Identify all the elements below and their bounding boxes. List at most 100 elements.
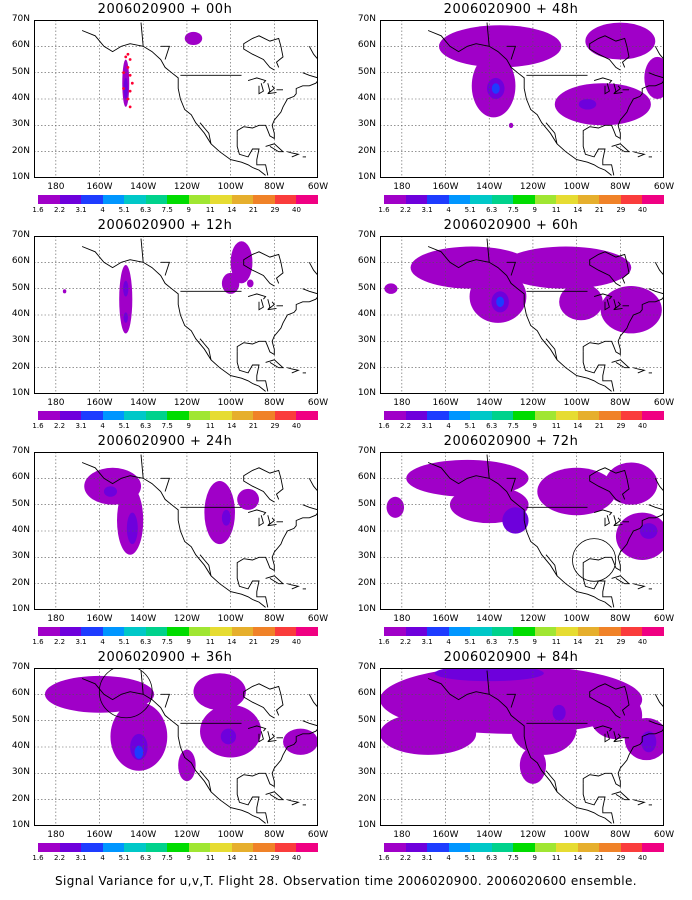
coastline (589, 251, 630, 287)
colorbar-label: 11 (205, 422, 215, 430)
coastline (613, 91, 623, 95)
colorbar-label: 1.6 (378, 422, 390, 430)
colorbar-swatch (427, 411, 449, 420)
colorbar-label: 40 (637, 422, 647, 430)
y-tick-label: 10N (11, 604, 30, 614)
x-tick-label: 60W (307, 614, 329, 624)
colorbar-swatch (210, 195, 232, 204)
colorbar-label: 29 (270, 854, 280, 862)
colorbar-swatch (102, 195, 125, 204)
y-tick-label: 40N (357, 93, 376, 103)
x-tick-label: 180 (47, 614, 65, 624)
colorbar-labels: 1.6 2.2 3.1 4 5.1 6.3 7.5 9 11 14 21 29 40 (378, 422, 664, 432)
x-tick-label: 160W (86, 830, 113, 840)
y-tick-label: 60N (357, 688, 376, 699)
coastline (236, 135, 269, 176)
x-tick-label: 80W (610, 182, 631, 192)
x-tick-label: 60W (307, 182, 329, 192)
colorbar-label: 14 (573, 854, 583, 862)
colorbar-label: 7.5 (507, 206, 519, 214)
colorbar-swatch (188, 627, 211, 636)
variance-contour (500, 246, 632, 289)
colorbar-label: 6.3 (140, 638, 152, 646)
colorbar-swatch (274, 195, 297, 204)
panel-title: 2006020900 + 12h (97, 218, 233, 233)
colorbar-swatch (620, 195, 643, 204)
coastline (287, 583, 300, 590)
map-panel: 2006020900 + 60h 70N 60N 50N 40N 30N 20N 10N 180… (346, 218, 676, 433)
coastline (486, 238, 490, 263)
variance-contour (123, 312, 128, 323)
variance-contour (496, 296, 505, 308)
colorbar-label: 11 (551, 638, 561, 646)
map-frame (380, 452, 664, 610)
coastline (258, 515, 264, 527)
variance-contour (644, 56, 664, 99)
map-svg (380, 452, 664, 610)
colorbar-swatch (491, 843, 514, 852)
y-tick-label: 70N (11, 446, 30, 456)
x-tick-label: 180 (393, 830, 411, 840)
colorbar-swatch (405, 843, 428, 852)
x-tick-label: 100W (217, 182, 244, 192)
colorbar-swatch (427, 843, 449, 852)
y-tick-label: 70N (357, 446, 376, 456)
colorbar-swatch (599, 411, 621, 420)
colorbar-label: 6.3 (140, 206, 152, 214)
colorbar-swatch (274, 627, 297, 636)
coastline (236, 783, 269, 824)
colorbar-swatch (470, 411, 492, 420)
colorbar-swatch (556, 843, 578, 852)
colorbar-label: 5.1 (464, 638, 476, 646)
colorbar-label: 9 (186, 422, 191, 430)
coastline (287, 367, 300, 374)
y-tick-label: 60N (11, 40, 30, 51)
colorbar-label: 6.3 (140, 854, 152, 862)
y-tick-label: 30N (11, 767, 30, 778)
x-tick-label: 140W (476, 182, 503, 192)
map-panel: 2006020900 + 72h 70N 60N 50N 40N 30N 20N 10N 180… (346, 434, 676, 649)
observation-dot (124, 55, 128, 59)
coastline (265, 791, 285, 801)
variance-contour (380, 712, 477, 755)
coastline (611, 359, 631, 369)
coastline (604, 515, 610, 527)
x-tick-label: 100W (563, 830, 590, 840)
coastline (258, 83, 264, 95)
colorbar-swatch (491, 627, 514, 636)
x-tick-label: 100W (217, 398, 244, 408)
colorbar-swatch (167, 411, 189, 420)
map-frame (34, 20, 318, 178)
variance-contour (559, 283, 603, 321)
coastline (243, 35, 284, 71)
colorbar-label: 9 (532, 854, 537, 862)
colorbar-label: 1.6 (378, 638, 390, 646)
x-tick-label: 80W (264, 614, 285, 624)
variance-contour (434, 668, 544, 682)
colorbar-label: 29 (616, 854, 626, 862)
colorbar-swatch (102, 411, 125, 420)
colorbar-swatch (231, 627, 254, 636)
y-tick-label: 10N (357, 604, 376, 614)
y-tick-label: 50N (11, 498, 30, 509)
colorbar-label: 11 (551, 854, 561, 862)
colorbar-label: 5.1 (118, 638, 130, 646)
colorbar-label: 7.5 (507, 638, 519, 646)
colorbar-swatch (124, 627, 146, 636)
colorbar-label: 3.1 (75, 638, 87, 646)
coastline (611, 143, 631, 153)
colorbar-label: 2.2 (399, 638, 412, 646)
colorbar-swatch (274, 411, 297, 420)
colorbar-label: 7.5 (507, 422, 519, 430)
y-tick-label: 50N (11, 714, 30, 725)
colorbar-label: 14 (573, 638, 583, 646)
colorbar-label: 5.1 (464, 854, 476, 862)
colorbar-swatch (470, 843, 492, 852)
y-tick-label: 60N (11, 472, 30, 483)
y-tick-label: 30N (11, 551, 30, 562)
x-tick-label: 60W (653, 830, 675, 840)
colorbar-swatch (253, 627, 275, 636)
map-frame (34, 668, 318, 826)
coastline (160, 261, 171, 276)
colorbar-swatch (491, 411, 514, 420)
